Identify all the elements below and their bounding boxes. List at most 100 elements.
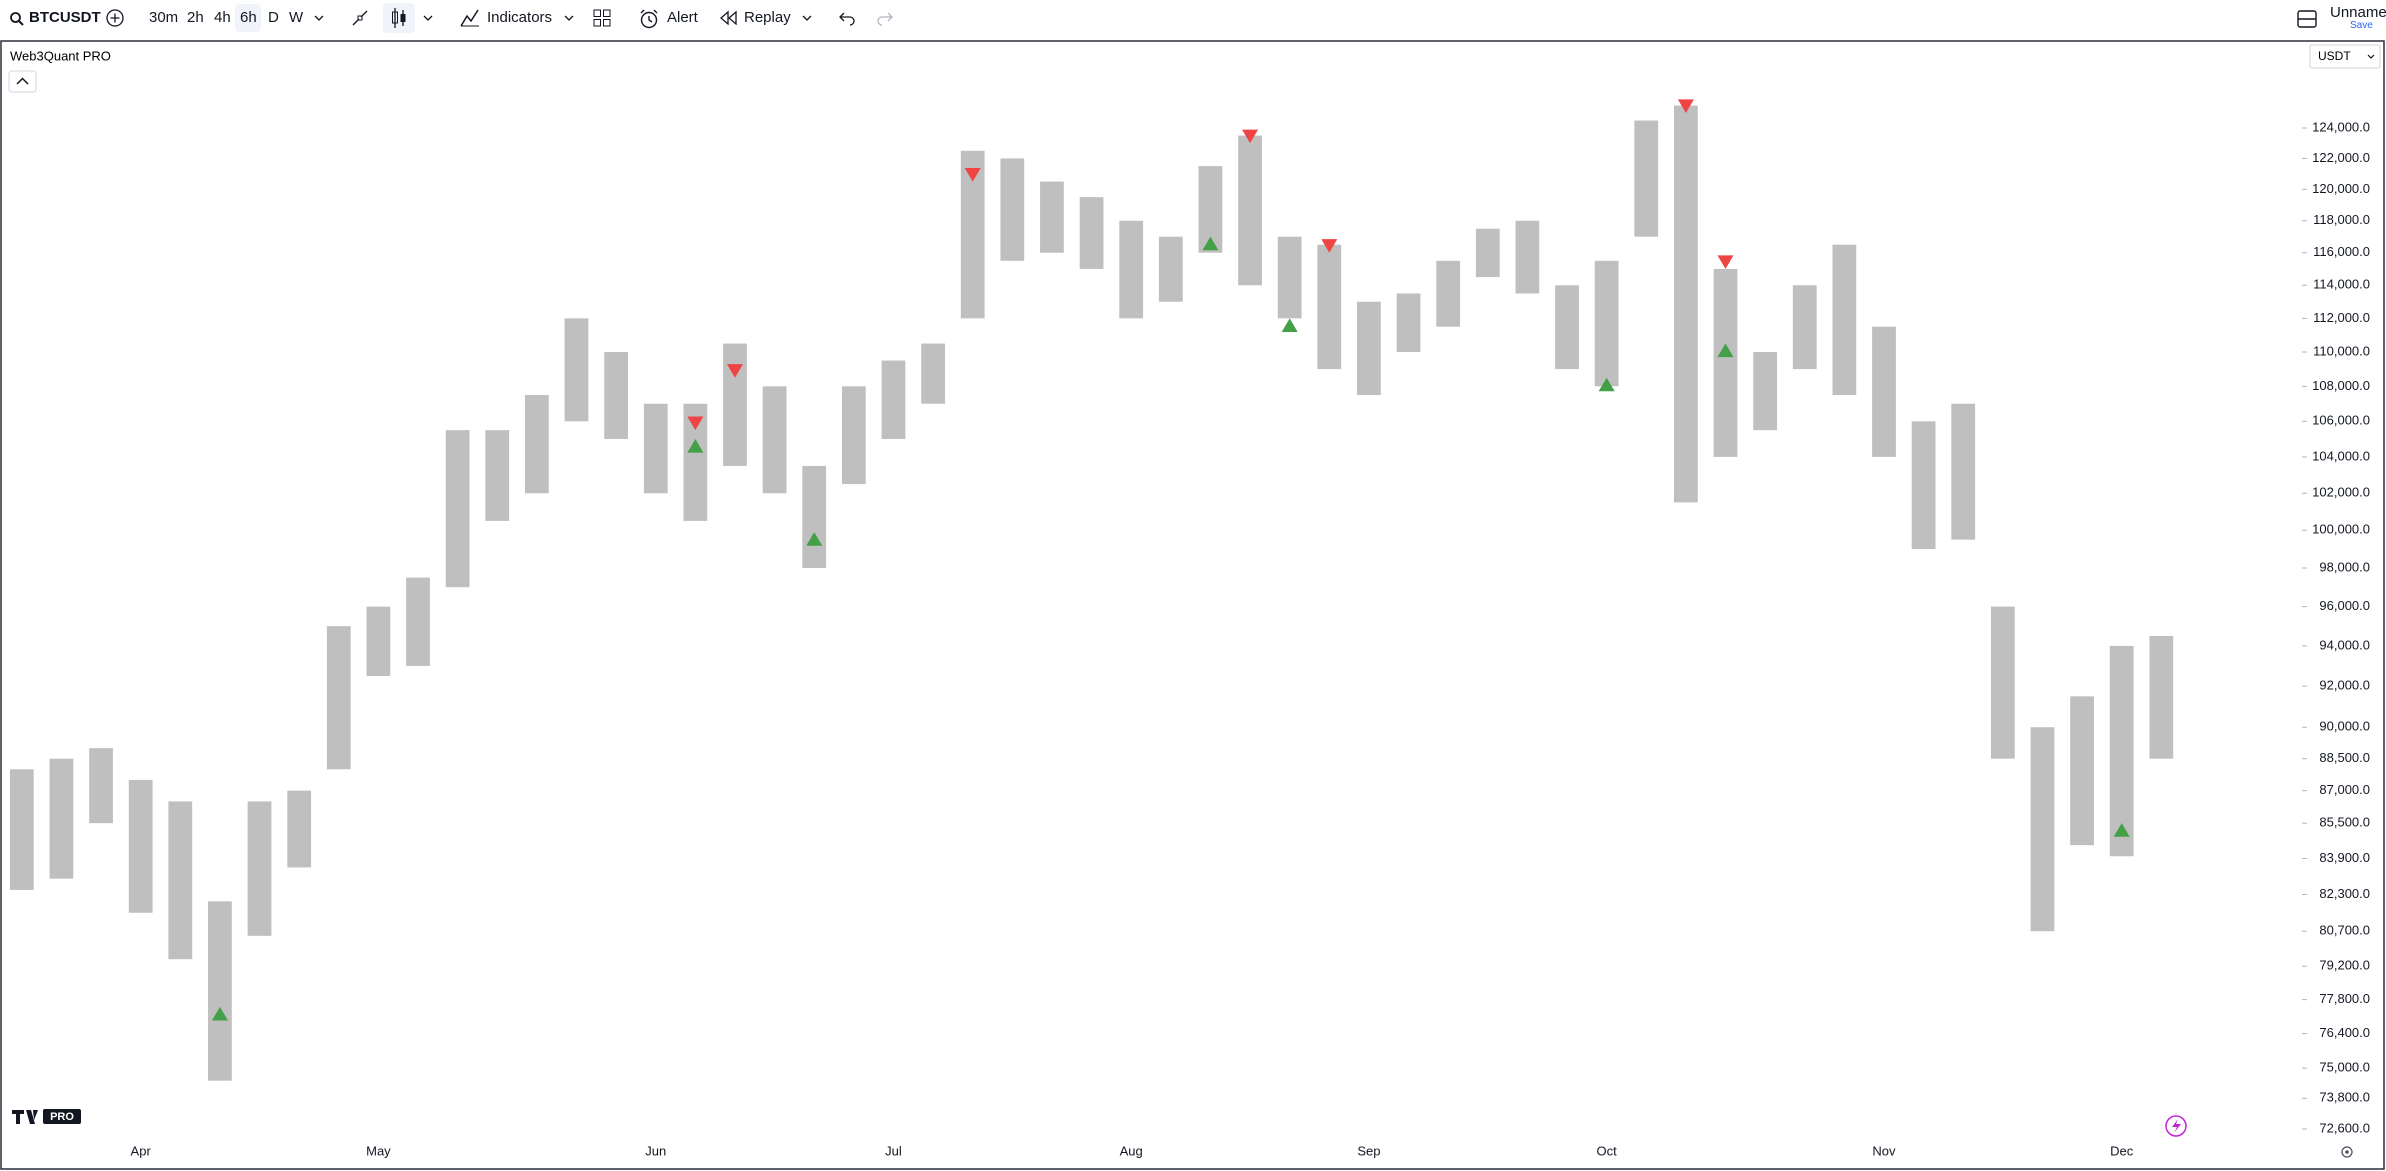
drawing-tool-icon[interactable] — [350, 8, 370, 28]
price-range-bar — [643, 403, 668, 494]
currency-dropdown[interactable] — [2309, 44, 2381, 69]
timeframe[interactable]: 4h — [214, 9, 231, 26]
y-tick-label: 76,400.0 — [2319, 1025, 2370, 1040]
x-tick-label: May — [366, 1143, 391, 1158]
logo-mark — [12, 1110, 38, 1124]
timeframe[interactable]: D — [268, 9, 279, 26]
price-range-bar — [723, 343, 747, 466]
price-range-bar — [2070, 696, 2094, 846]
buy-signal — [1202, 236, 1219, 251]
y-tick-label: 110,000.0 — [2313, 343, 2370, 358]
symbol[interactable]: BTCUSDT — [29, 9, 101, 26]
logo-badge-bg — [43, 1109, 81, 1124]
y-tick-label: 90,000.0 — [2319, 719, 2370, 734]
price-range-bar — [1079, 197, 1104, 269]
buy-signal — [211, 1006, 228, 1021]
timeframe[interactable]: 30m — [149, 9, 179, 26]
y-tick-label: 83,900.0 — [2319, 850, 2370, 865]
buy-signal — [1717, 343, 1734, 358]
price-range-bar — [762, 386, 787, 494]
x-tick-label: Oct — [1597, 1143, 1618, 1158]
price-range-bar — [2149, 636, 2174, 759]
price-range-bar — [1951, 403, 1976, 540]
layout-name[interactable]: Unnamed — [2330, 4, 2386, 21]
y-tick-label: 118,000.0 — [2313, 212, 2370, 227]
y-tick-label: 120,000.0 — [2312, 181, 2370, 196]
layout-icon[interactable] — [2296, 9, 2318, 29]
y-tick-label: 92,000.0 — [2319, 678, 2370, 693]
price-range-bar — [1713, 268, 1738, 457]
price-range-bar — [1238, 135, 1262, 286]
collapse-button[interactable] — [8, 70, 37, 93]
timeframe[interactable]: 2h — [187, 9, 204, 26]
layouts-icon[interactable] — [592, 8, 612, 28]
indicators-button[interactable]: Indicators — [487, 9, 553, 26]
logo-badge: PRO — [50, 1111, 74, 1123]
toolbar: BTCUSDT 30m 2h 4h 6h D W Indicators Aler… — [0, 0, 2386, 38]
y-tick-label: 85,500.0 — [2319, 815, 2370, 830]
y-tick-label: 100,000.0 — [2312, 522, 2370, 537]
price-range-bar — [1792, 285, 1817, 370]
buy-signal — [1598, 377, 1615, 392]
alert-button[interactable]: Alert — [667, 9, 698, 26]
price-range-bar — [9, 769, 34, 890]
price-range-bar — [1000, 158, 1025, 261]
chart-type-icon[interactable] — [389, 6, 409, 30]
price-range-bar — [168, 801, 193, 960]
price-range-bar — [2030, 727, 2055, 932]
replay-icon[interactable] — [719, 10, 739, 26]
y-tick-label: 124,000.0 — [2312, 119, 2370, 134]
price-range-bar — [1673, 105, 1698, 503]
settings-icon[interactable] — [2341, 1146, 2353, 1158]
buy-signal — [2113, 823, 2130, 837]
price-range-bar — [1198, 166, 1223, 253]
y-tick-label: 112,000.0 — [2313, 310, 2370, 325]
y-tick-label: 79,200.0 — [2319, 958, 2370, 973]
y-tick-label: 96,000.0 — [2319, 598, 2370, 613]
chart-type-menu[interactable] — [422, 13, 434, 23]
price-range-bar — [960, 150, 985, 319]
alert-icon[interactable] — [638, 8, 660, 30]
search-icon[interactable] — [9, 11, 25, 27]
sell-signal — [687, 416, 704, 431]
price-range-bar — [1357, 301, 1381, 396]
indicators-icon[interactable] — [459, 8, 481, 28]
undo-button[interactable] — [837, 10, 857, 26]
price-range-bar — [1911, 421, 1936, 550]
sell-signal — [1717, 255, 1734, 269]
price-range-bar — [89, 748, 113, 824]
dropdown-arrow — [2367, 54, 2375, 59]
replay-status-icon[interactable] — [2165, 1115, 2187, 1137]
price-range-bar — [1119, 220, 1144, 319]
replay-menu[interactable] — [801, 13, 813, 23]
price-range-bar — [1277, 236, 1302, 319]
x-tick-label: Jul — [885, 1143, 902, 1158]
y-tick-label: 108,000.0 — [2312, 378, 2370, 393]
save-button[interactable]: Save — [2350, 20, 2373, 31]
price-range-bar — [2109, 645, 2134, 857]
price-range-bar — [881, 360, 906, 440]
timeframe-menu[interactable] — [313, 13, 325, 23]
timeframe-selected-bg — [235, 4, 261, 32]
compare-icon[interactable] — [105, 8, 125, 28]
y-tick-label: 72,600.0 — [2319, 1120, 2370, 1135]
chart-type-selected-bg — [383, 3, 415, 33]
sell-signal — [964, 167, 981, 182]
price-range-bar — [247, 801, 272, 936]
x-tick-label: Aug — [1120, 1143, 1143, 1158]
y-tick-label: 73,800.0 — [2319, 1090, 2370, 1105]
timeframe-selected[interactable]: 6h — [240, 9, 257, 26]
y-tick-label: 116,000.0 — [2313, 244, 2370, 259]
price-range-bar — [208, 901, 232, 1081]
indicators-menu[interactable] — [563, 13, 575, 23]
x-tick-label: Jun — [645, 1143, 666, 1158]
y-tick-label: 122,000.0 — [2312, 150, 2370, 165]
timeframe[interactable]: W — [289, 9, 304, 26]
price-range-bar — [326, 626, 351, 770]
price-range-bar — [564, 318, 589, 422]
replay-button[interactable]: Replay — [744, 9, 791, 26]
redo-button[interactable] — [875, 10, 895, 26]
sell-signal — [726, 364, 743, 378]
